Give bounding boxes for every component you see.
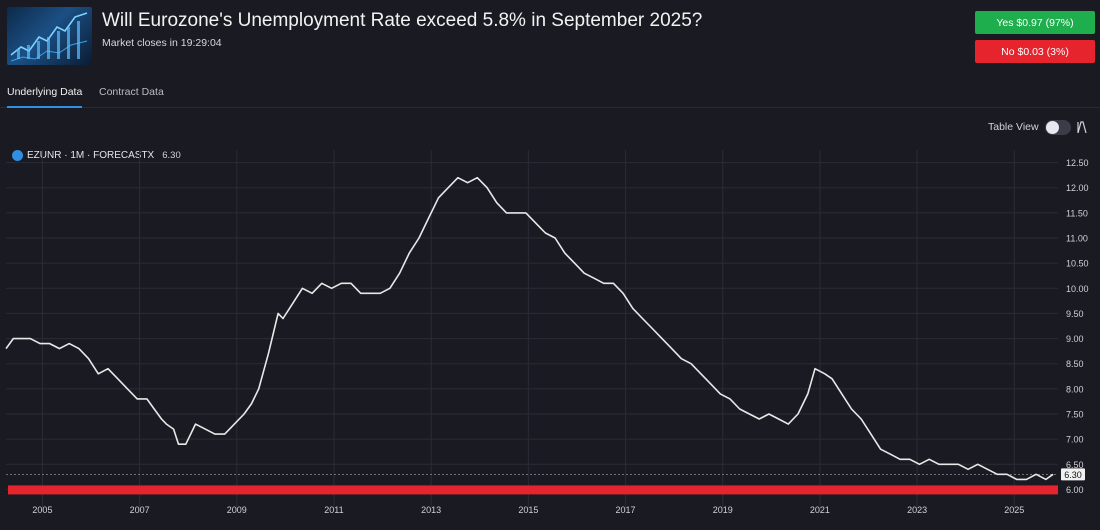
y-tick-label: 6.00 <box>1066 485 1084 495</box>
x-tick-label: 2007 <box>130 505 150 515</box>
y-tick-label: 8.00 <box>1066 384 1084 394</box>
x-tick-label: 2025 <box>1004 505 1024 515</box>
data-tabs: Underlying Data Contract Data <box>0 80 1100 108</box>
buy-yes-button[interactable]: Yes $0.97 (97%) <box>975 11 1095 34</box>
y-axis: 12.50 12.00 11.50 11.00 10.50 10.00 9.50 9.00 8.… <box>1061 158 1089 495</box>
y-tick-label: 7.50 <box>1066 410 1084 420</box>
legend-symbol: EZUNR · 1M · FORECASTX <box>27 150 155 161</box>
line-chart[interactable]: 12.50 12.00 11.50 11.00 10.50 10.00 9.50 9.00 8.… <box>0 145 1100 525</box>
y-tick-label: 11.50 <box>1066 208 1088 218</box>
table-view-label: Table View <box>988 121 1039 133</box>
market-close-countdown: Market closes in 19:29:04 <box>102 37 222 49</box>
y-tick-label: 9.00 <box>1066 334 1084 344</box>
chart-area[interactable]: 12.50 12.00 11.50 11.00 10.50 10.00 9.50 9.00 8.… <box>0 145 1100 525</box>
last-value-badge <box>1061 468 1085 481</box>
last-value-label: 6.30 <box>1064 470 1082 480</box>
threshold-layer <box>8 485 1058 495</box>
x-tick-label: 2011 <box>324 505 343 515</box>
toggle-knob <box>1046 121 1059 134</box>
threshold-band <box>8 485 1058 495</box>
chart-grid <box>6 150 1058 512</box>
x-tick-label: 2013 <box>421 505 441 515</box>
y-tick-label: 7.00 <box>1066 435 1084 445</box>
x-tick-label: 2021 <box>810 505 830 515</box>
tab-underlying-data[interactable]: Underlying Data <box>7 86 83 108</box>
thumbnail-graphic <box>10 12 88 62</box>
table-view-toggle[interactable] <box>1045 120 1071 135</box>
y-tick-label: 12.00 <box>1066 183 1089 193</box>
legend-value: 6.30 <box>162 150 181 161</box>
y-tick-label: 12.50 <box>1066 158 1089 168</box>
x-tick-label: 2015 <box>518 505 538 515</box>
stock-chart-thumbnail <box>7 7 92 65</box>
forecastx-logo-icon <box>12 150 23 161</box>
x-axis: 2005 2007 2009 2011 2013 2015 2017 2019 2021 2023… <box>32 505 1024 515</box>
x-tick-label: 2005 <box>32 505 52 515</box>
x-tick-label: 2009 <box>227 505 247 515</box>
chart-legend: EZUNR · 1M · FORECASTX 6.30 <box>12 150 181 161</box>
market-header: Will Eurozone's Unemployment Rate exceed… <box>0 0 1100 72</box>
tab-contract-data[interactable]: Contract Data <box>99 86 164 98</box>
series-line <box>5 176 1054 481</box>
series-layer <box>5 176 1054 481</box>
chart-type-icon[interactable] <box>1076 121 1088 134</box>
y-tick-label: 6.50 <box>1066 460 1084 470</box>
y-tick-label: 9.50 <box>1066 309 1084 319</box>
x-tick-label: 2017 <box>616 505 636 515</box>
x-tick-label: 2019 <box>713 505 733 515</box>
buy-no-button[interactable]: No $0.03 (3%) <box>975 40 1095 63</box>
y-tick-label: 10.50 <box>1066 259 1089 269</box>
market-title: Will Eurozone's Unemployment Rate exceed… <box>102 10 703 31</box>
y-tick-label: 11.00 <box>1066 234 1088 244</box>
y-tick-label: 8.50 <box>1066 359 1084 369</box>
x-tick-label: 2023 <box>907 505 927 515</box>
y-tick-label: 10.00 <box>1066 284 1089 294</box>
